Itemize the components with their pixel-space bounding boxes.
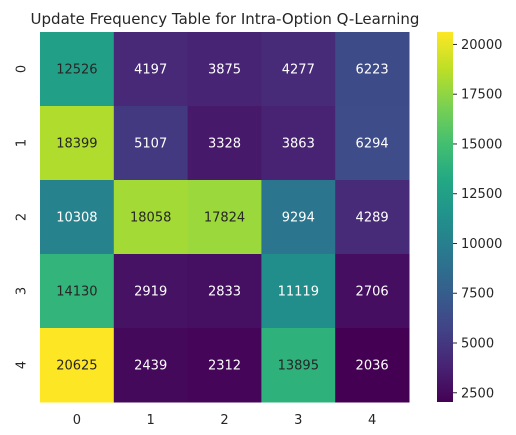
heatmap-cell	[113, 328, 189, 403]
heatmap-cell	[261, 180, 336, 255]
heatmap-cell	[187, 254, 262, 329]
heatmap-cell	[187, 328, 262, 403]
heatmap-cell	[261, 328, 336, 403]
cell-value-label: 12526	[56, 63, 97, 78]
heatmap-cell	[40, 180, 115, 255]
heatmap-cell	[335, 106, 410, 181]
cell-value-label: 14130	[56, 285, 97, 300]
cell-value-label: 17824	[204, 211, 245, 226]
cell-value-label: 11119	[278, 285, 319, 300]
cell-value-label: 3875	[208, 63, 241, 78]
colorbar-tick-label: 7500	[461, 287, 494, 302]
cell-value-label: 18058	[130, 211, 171, 226]
heatmap-cell	[113, 32, 189, 107]
heatmap-cell	[113, 254, 189, 329]
cell-value-label: 5107	[134, 137, 167, 152]
y-tick-label: 0	[15, 65, 30, 73]
cell-value-label: 6294	[356, 137, 389, 152]
cell-value-label: 4197	[134, 63, 167, 78]
cell-value-label: 20625	[56, 359, 97, 374]
cell-value-label: 6223	[356, 63, 389, 78]
cell-value-label: 2706	[356, 285, 389, 300]
cell-value-label: 10308	[56, 211, 97, 226]
x-tick-label: 2	[220, 413, 228, 428]
heatmap-cell	[40, 254, 115, 329]
heatmap-cell	[187, 32, 262, 107]
x-axis: 0 1 2 3 4	[73, 413, 376, 428]
y-tick-label: 4	[15, 361, 30, 369]
colorbar-tick-label: 2500	[461, 386, 494, 401]
y-tick-label: 3	[15, 287, 30, 295]
y-axis: 0 1 2 3 4	[15, 65, 30, 369]
y-tick-label: 1	[15, 139, 30, 147]
heatmap-cell	[187, 180, 262, 255]
cell-value-label: 3863	[282, 137, 315, 152]
heatmap-cell	[261, 254, 336, 329]
heatmap-cell	[335, 180, 410, 255]
colorbar-tick-label: 17500	[461, 88, 502, 103]
chart-title: Update Frequency Table for Intra-Option …	[31, 10, 420, 28]
colorbar: 2500 5000 7500 10000 12500 15000 17500 20000	[437, 32, 502, 402]
heatmap-cell	[40, 32, 115, 107]
cell-value-label: 4277	[282, 63, 315, 78]
x-tick-label: 1	[147, 413, 155, 428]
heatmap-cell	[40, 106, 115, 181]
heatmap-cell	[113, 180, 189, 255]
heatmap-cell	[335, 254, 410, 329]
colorbar-gradient	[437, 32, 453, 402]
cell-value-label: 2919	[134, 285, 167, 300]
heatmap-cell	[261, 106, 336, 181]
x-tick-label: 3	[294, 413, 302, 428]
cell-value-label: 13895	[278, 359, 319, 374]
cell-value-label: 4289	[356, 211, 389, 226]
cell-value-label: 18399	[56, 137, 97, 152]
colorbar-tick-label: 12500	[461, 187, 502, 202]
y-tick-label: 2	[15, 213, 30, 221]
cell-value-label: 2833	[208, 285, 241, 300]
x-tick-label: 4	[368, 413, 376, 428]
colorbar-tick-label: 5000	[461, 337, 494, 352]
colorbar-tick-label: 15000	[461, 137, 502, 152]
cell-value-label: 3328	[208, 137, 241, 152]
cell-value-label: 2036	[356, 359, 389, 374]
heatmap-cell	[113, 106, 189, 181]
cell-value-label: 2439	[134, 359, 167, 374]
colorbar-tick-label: 10000	[461, 237, 502, 252]
heatmap-cell	[40, 328, 115, 403]
x-tick-label: 0	[73, 413, 81, 428]
colorbar-tick-label: 20000	[461, 38, 502, 53]
heatmap-cell	[261, 32, 336, 107]
heatmap-cell	[335, 328, 410, 403]
cell-value-label: 2312	[208, 359, 241, 374]
heatmap-cell	[335, 32, 410, 107]
heatmap-cell	[187, 106, 262, 181]
cell-value-label: 9294	[282, 211, 315, 226]
heatmap-cells: 12526 4197 3875 4277 6223 18399 5107 3328 3863 62…	[40, 32, 410, 403]
